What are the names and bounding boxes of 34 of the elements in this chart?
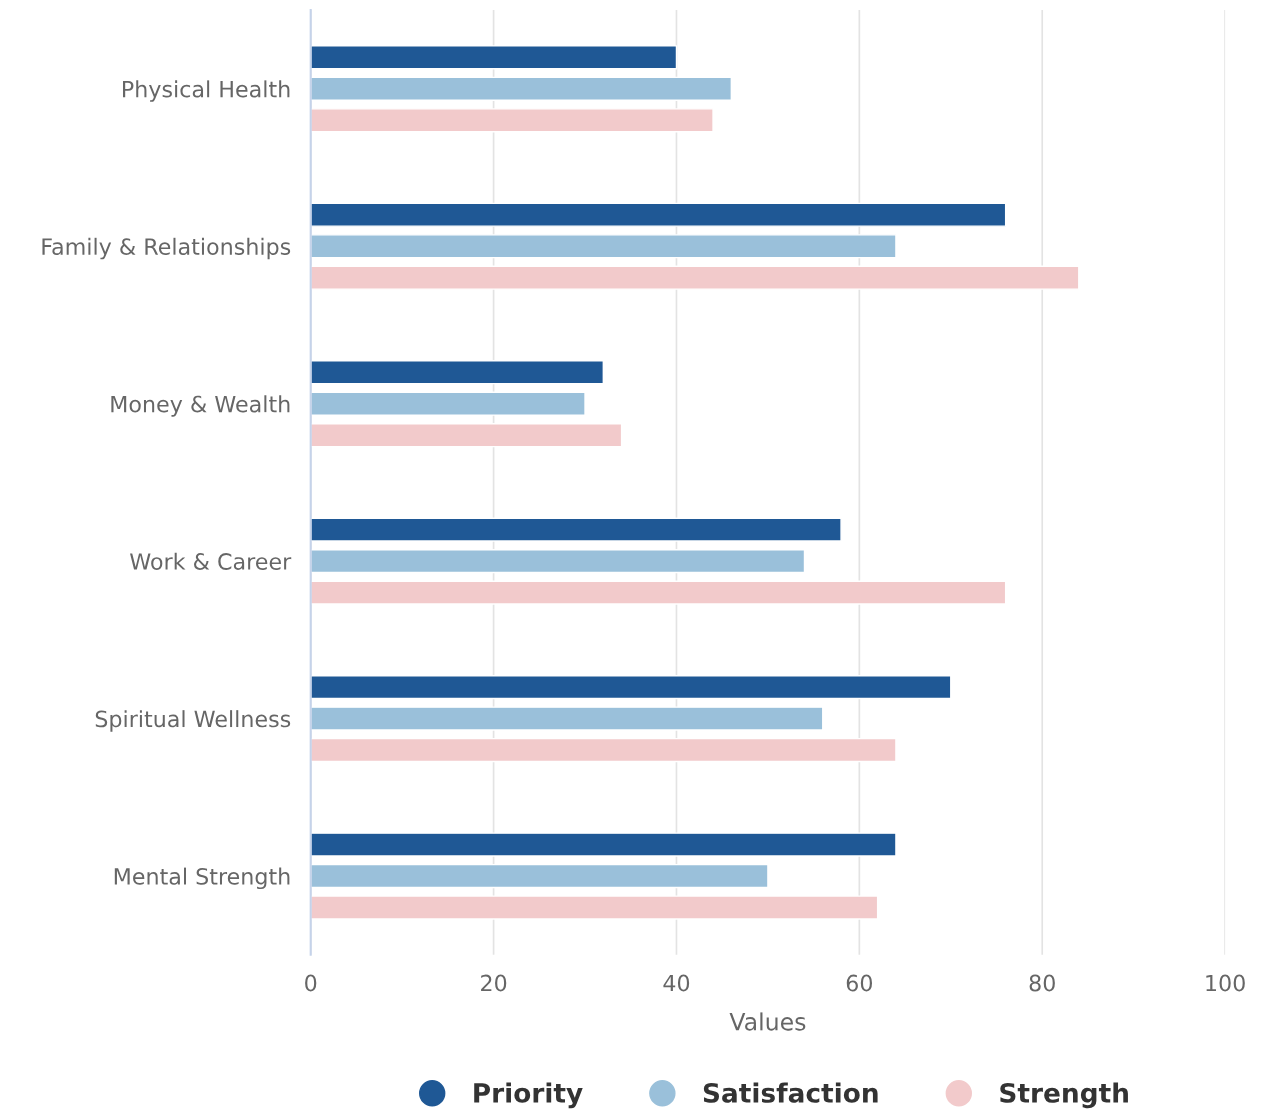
bar: [310, 45, 678, 70]
legend-label: Priority: [474, 1082, 583, 1109]
x-tick-label: 0: [305, 974, 317, 992]
x-axis-title: Values: [729, 1012, 806, 1031]
bar: [310, 76, 733, 101]
bar: [310, 265, 1080, 290]
legend-label: Strength: [1000, 1082, 1128, 1109]
x-tick-label: 20: [481, 974, 507, 992]
bar: [310, 737, 897, 763]
bar: [310, 234, 897, 259]
x-tick-label: 60: [846, 974, 873, 992]
y-tick-label: Money & Wealth: [111, 395, 290, 417]
bar: [310, 832, 897, 857]
legend-label: Satisfaction: [703, 1082, 878, 1103]
bar: [310, 706, 824, 731]
bar: [310, 202, 1007, 227]
y-tick-label: Family & Relationships: [42, 237, 291, 260]
bar: [310, 863, 769, 889]
x-tick-label: 80: [1029, 974, 1055, 992]
bar: [310, 895, 879, 920]
y-tick-label: Spiritual Wellness: [95, 710, 291, 732]
bar: [310, 549, 806, 574]
bar: [310, 423, 623, 448]
x-tick-label: 100: [1206, 974, 1245, 992]
bar: [310, 517, 842, 542]
y-tick-label: Work & Career: [130, 552, 292, 570]
bar: [310, 391, 586, 416]
x-tick-label: 40: [663, 974, 690, 992]
y-tick-label: Physical Health: [123, 80, 290, 102]
bar: [310, 674, 952, 700]
bar: [310, 108, 714, 133]
y-tick-label: Mental Strength: [114, 867, 290, 890]
bar: [310, 360, 605, 385]
bar: [310, 580, 1007, 605]
